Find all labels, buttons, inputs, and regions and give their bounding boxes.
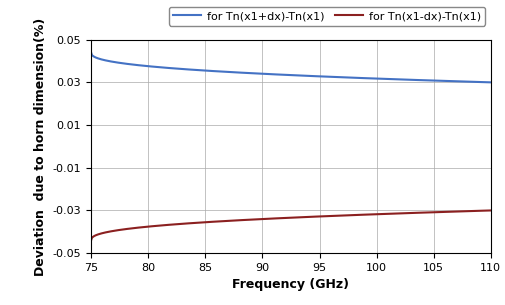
Legend: for Tn(x1+dx)-Tn(x1), for Tn(x1-dx)-Tn(x1): for Tn(x1+dx)-Tn(x1), for Tn(x1-dx)-Tn(x… [169, 7, 484, 26]
for Tn(x1+dx)-Tn(x1) [277, 73, 283, 77]
for Tn(x1+dx)-Tn(x1) [487, 81, 493, 84]
for Tn(x1-dx)-Tn(x1) [477, 209, 483, 213]
for Tn(x1-dx)-Tn(x1) [415, 211, 421, 214]
for Tn(x1+dx)-Tn(x1) [304, 74, 310, 78]
for Tn(x1+dx)-Tn(x1) [280, 73, 286, 77]
X-axis label: Frequency (GHz): Frequency (GHz) [232, 278, 349, 292]
Line: for Tn(x1+dx)-Tn(x1): for Tn(x1+dx)-Tn(x1) [91, 52, 490, 82]
for Tn(x1-dx)-Tn(x1) [280, 216, 286, 220]
for Tn(x1-dx)-Tn(x1) [277, 216, 283, 220]
Line: for Tn(x1-dx)-Tn(x1): for Tn(x1-dx)-Tn(x1) [91, 210, 490, 240]
Y-axis label: Deviation  due to horn dimension(%): Deviation due to horn dimension(%) [34, 17, 47, 275]
for Tn(x1+dx)-Tn(x1) [477, 80, 483, 84]
for Tn(x1+dx)-Tn(x1) [325, 75, 331, 79]
for Tn(x1-dx)-Tn(x1) [487, 209, 493, 212]
for Tn(x1+dx)-Tn(x1) [415, 78, 421, 82]
for Tn(x1-dx)-Tn(x1) [304, 215, 310, 219]
for Tn(x1-dx)-Tn(x1) [325, 214, 331, 218]
for Tn(x1-dx)-Tn(x1) [88, 239, 94, 242]
for Tn(x1+dx)-Tn(x1) [88, 51, 94, 54]
